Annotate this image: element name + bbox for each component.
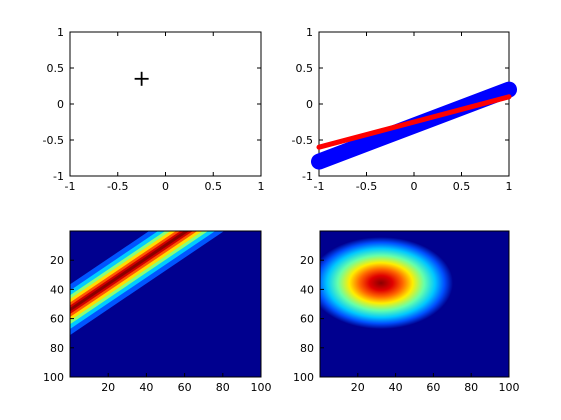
x-tick-label: 1 xyxy=(506,180,513,193)
x-tick-label: 100 xyxy=(499,381,520,394)
x-tick-label: -1 xyxy=(314,180,325,193)
y-tick-label: -0.5 xyxy=(292,134,313,147)
heatmap-blob xyxy=(320,237,453,329)
y-tick-label: 0 xyxy=(306,98,313,111)
y-tick-label: 80 xyxy=(50,342,64,355)
y-tick-label: 40 xyxy=(300,283,314,296)
axes-ticks: 20 40 60 80 100 20 40 60 80 100 xyxy=(293,254,520,394)
heatmap-ridge xyxy=(70,231,225,336)
x-tick-label: 40 xyxy=(389,381,403,394)
x-tick-label: 0 xyxy=(162,180,169,193)
x-tick-label: 100 xyxy=(251,381,272,394)
plot-frame xyxy=(69,230,262,378)
y-tick-label: 0 xyxy=(57,98,64,111)
y-tick-label: 0.5 xyxy=(296,62,314,75)
x-tick-label: 1 xyxy=(258,180,265,193)
series-marker xyxy=(312,154,326,169)
y-tick-label: -1 xyxy=(53,170,64,183)
x-tick-label: 60 xyxy=(426,381,440,394)
subplot-gaussian-heatmap: 20 40 60 80 100 20 40 60 80 100 xyxy=(293,230,520,394)
blue-series xyxy=(311,81,517,170)
subplot-lines: -1 -0.5 0 0.5 1 1 0.5 0 -0.5 -1 xyxy=(292,26,517,193)
y-tick-label: -0.5 xyxy=(43,134,64,147)
y-tick-label: 80 xyxy=(300,342,314,355)
x-tick-label: 0.5 xyxy=(205,180,223,193)
y-tick-label: 1 xyxy=(57,26,64,39)
y-tick-label: 20 xyxy=(300,254,314,267)
y-tick-label: 100 xyxy=(293,371,314,384)
data-marks xyxy=(311,81,517,170)
plus-marker xyxy=(134,71,149,86)
y-tick-label: 0.5 xyxy=(47,62,65,75)
x-tick-label: -1 xyxy=(65,180,76,193)
axes-ticks: 20 40 60 80 100 20 40 60 80 100 xyxy=(43,254,272,394)
x-tick-label: 0 xyxy=(411,180,418,193)
y-tick-label: 60 xyxy=(50,313,64,326)
x-tick-label: -0.5 xyxy=(107,180,128,193)
plot-area xyxy=(69,31,262,177)
plot-frame xyxy=(319,230,510,378)
x-tick-label: 60 xyxy=(178,381,192,394)
x-tick-label: 20 xyxy=(351,381,365,394)
x-tick-label: -0.5 xyxy=(356,180,377,193)
y-tick-label: 40 xyxy=(50,283,64,296)
y-tick-label: 100 xyxy=(43,371,64,384)
axes-ticks: -1 -0.5 0 0.5 1 1 0.5 0 -0.5 -1 xyxy=(43,26,265,193)
series-marker xyxy=(502,82,516,97)
y-tick-label: 20 xyxy=(50,254,64,267)
data-marks xyxy=(134,71,149,86)
x-tick-label: 20 xyxy=(101,381,115,394)
red-series xyxy=(316,94,512,150)
y-tick-label: 60 xyxy=(300,313,314,326)
y-tick-label: 1 xyxy=(306,26,313,39)
subplot-crosshair-point: -1 -0.5 0 0.5 1 1 0.5 0 -0.5 -1 xyxy=(43,26,265,193)
subplot-diagonal-ridge-heatmap: 20 40 60 80 100 20 40 60 80 100 xyxy=(43,230,272,394)
x-tick-label: 80 xyxy=(216,381,230,394)
axes-ticks: -1 -0.5 0 0.5 1 1 0.5 0 -0.5 -1 xyxy=(292,26,513,193)
x-tick-label: 0.5 xyxy=(453,180,471,193)
y-tick-label: -1 xyxy=(302,170,313,183)
x-tick-label: 40 xyxy=(139,381,153,394)
x-tick-label: 80 xyxy=(464,381,478,394)
